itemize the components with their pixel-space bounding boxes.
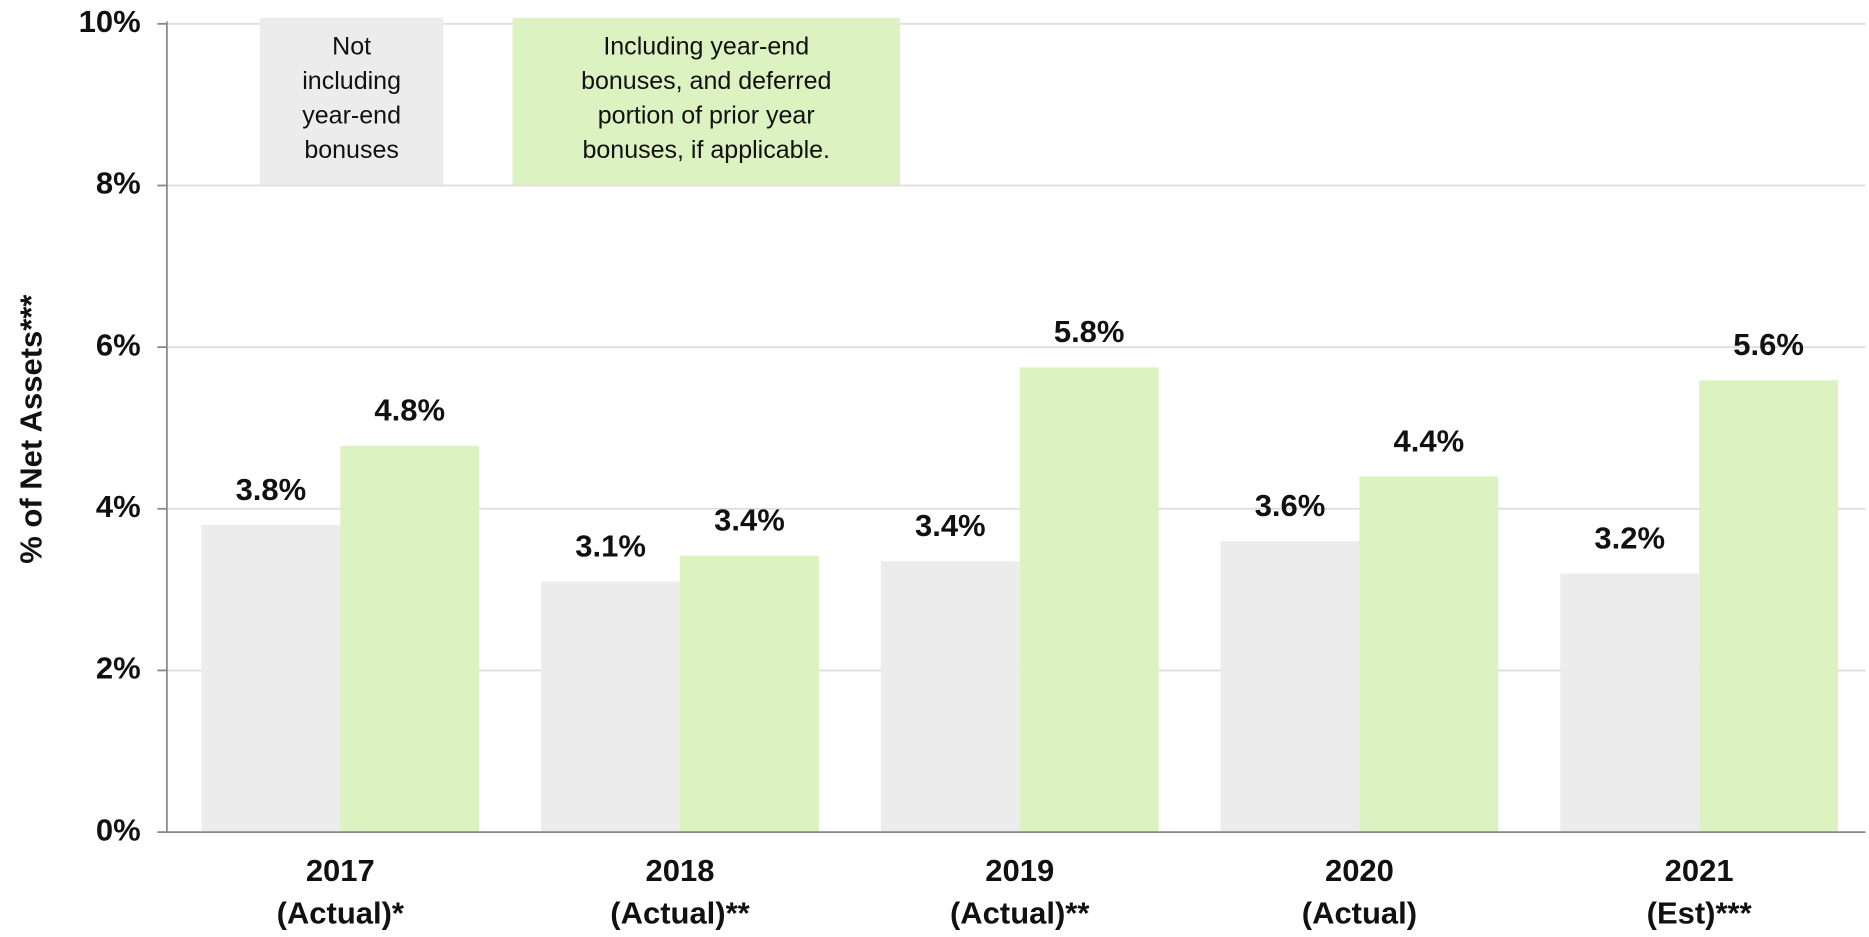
y-axis-label: % of Net Assets*** <box>14 294 49 564</box>
legend-text: portion of prior year <box>598 101 815 129</box>
legend-text: year-end <box>302 101 401 129</box>
x-tick-label: (Actual) <box>1302 896 1417 931</box>
y-tick-label: 10% <box>79 4 141 39</box>
value-label: 5.6% <box>1733 327 1804 362</box>
legend-text: including <box>302 67 401 95</box>
y-tick-label: 2% <box>96 651 141 686</box>
bar <box>340 445 480 833</box>
x-tick-label: (Est)*** <box>1647 896 1753 931</box>
bar <box>1359 476 1499 833</box>
value-label: 3.4% <box>714 502 785 537</box>
legend-box <box>259 17 444 185</box>
y-tick-label: 6% <box>96 327 141 362</box>
bar <box>680 555 819 833</box>
x-tick-label: (Actual)** <box>950 896 1090 931</box>
x-tick-label: (Actual)* <box>277 896 405 931</box>
bar <box>541 581 681 833</box>
bar <box>880 561 1020 833</box>
value-label: 4.8% <box>374 393 445 428</box>
x-tick-label: (Actual)** <box>610 896 750 931</box>
y-tick-label: 4% <box>96 489 141 524</box>
legend-text: Including year-end <box>603 32 809 60</box>
value-label: 3.1% <box>575 528 646 563</box>
legend-box <box>512 17 900 185</box>
x-tick-label: 2021 <box>1665 853 1734 888</box>
legend-text: bonuses, if applicable. <box>582 136 830 164</box>
legend-text: bonuses, and deferred <box>581 67 831 95</box>
legend-text: Not <box>332 32 371 60</box>
legend-text: bonuses <box>304 136 399 164</box>
x-tick-label: 2020 <box>1325 853 1394 888</box>
x-tick-label: 2018 <box>646 853 715 888</box>
value-label: 3.4% <box>915 508 986 543</box>
bar <box>1699 380 1839 833</box>
x-tick-label: 2019 <box>985 853 1054 888</box>
value-label: 3.2% <box>1594 520 1665 555</box>
value-label: 3.6% <box>1255 488 1326 523</box>
bar <box>1560 573 1700 833</box>
y-tick-label: 0% <box>96 812 141 847</box>
bar <box>1220 541 1360 833</box>
value-label: 3.8% <box>236 472 307 507</box>
x-tick-label: 2017 <box>306 853 375 888</box>
y-tick-label: 8% <box>96 166 141 201</box>
bar <box>201 524 341 833</box>
bar <box>1019 367 1159 833</box>
value-label: 4.4% <box>1394 423 1465 458</box>
value-label: 5.8% <box>1054 314 1125 349</box>
